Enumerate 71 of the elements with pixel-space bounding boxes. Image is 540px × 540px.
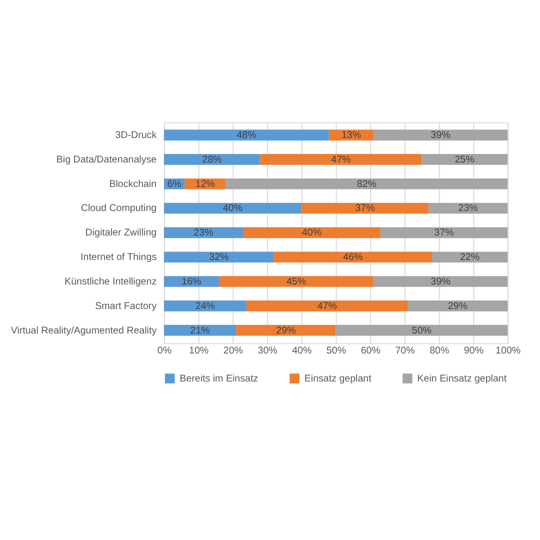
bar: [260, 154, 422, 165]
text: 46%: [343, 252, 363, 264]
y-tick-label: Digitaler Zwilling: [85, 228, 157, 239]
text: 29%: [276, 325, 296, 336]
text: 47%: [331, 154, 351, 166]
x-tick-label: 70%: [395, 345, 416, 356]
text: 23%: [458, 203, 478, 214]
bar: [422, 154, 508, 165]
bar: [243, 227, 380, 238]
text: 29%: [448, 300, 468, 312]
x-tick-label: 40%: [292, 345, 312, 356]
x-tick-label: 100%: [496, 345, 521, 356]
x-tick-label: 90%: [464, 345, 484, 356]
legend-label: Kein Einsatz geplant: [417, 373, 507, 384]
text: 47%: [317, 300, 337, 312]
y-tick-label: Blockchain: [109, 178, 157, 190]
x-tick-label: 20%: [223, 345, 244, 356]
bar: [164, 154, 260, 165]
bar: [218, 276, 374, 287]
text: 40%: [222, 203, 242, 214]
bar: [274, 252, 432, 262]
text: 40%: [302, 228, 322, 239]
bar: [164, 300, 246, 312]
x-tick-label: 30%: [258, 345, 278, 356]
bar: [226, 178, 508, 190]
x-tick-label: 0%: [157, 345, 172, 356]
text: 32%: [209, 252, 229, 264]
bar: [408, 300, 508, 312]
bar: [246, 300, 408, 312]
text: 82%: [356, 178, 377, 190]
y-tick-label: Cloud Computing: [80, 203, 157, 214]
x-tick-label: 10%: [189, 345, 209, 356]
text: 6%: [167, 178, 182, 190]
bar: [380, 227, 508, 238]
bar: [336, 324, 508, 336]
text: 25%: [454, 154, 474, 166]
text: 45%: [286, 276, 306, 288]
legend-label: Bereits im Einsatz: [180, 373, 258, 384]
y-tick-label: Künstliche Intelligenz: [64, 276, 157, 288]
y-tick-label: 3D-Druck: [115, 130, 157, 141]
y-tick-label: Big Data/Datenanalyse: [56, 154, 158, 166]
text: 39%: [430, 130, 450, 141]
bar: [164, 202, 302, 214]
text: 37%: [434, 228, 454, 239]
text: 50%: [412, 325, 432, 336]
bar: [374, 276, 508, 287]
text: 21%: [190, 325, 210, 336]
text: 37%: [355, 203, 375, 214]
bar: [374, 130, 508, 140]
text: 39%: [430, 276, 450, 288]
y-tick-label: Virtual Reality/Agumented Reality: [10, 325, 157, 336]
x-tick-label: 50%: [326, 345, 346, 356]
text: 13%: [341, 130, 362, 141]
bar: [164, 252, 274, 262]
text: 24%: [195, 300, 216, 312]
text: 23%: [194, 228, 214, 239]
x-tick-label: 80%: [430, 345, 450, 356]
text: 22%: [460, 252, 480, 264]
bar: [301, 202, 429, 214]
bar: [164, 276, 219, 287]
text: 12%: [195, 178, 216, 190]
bar: [164, 130, 329, 140]
legend-label: Einsatz geplant: [304, 373, 372, 384]
y-tick-label: Internet of Things: [80, 252, 157, 264]
text: 28%: [202, 154, 222, 166]
text: 48%: [236, 130, 256, 141]
bar: [432, 252, 508, 262]
x-tick-label: 60%: [360, 345, 381, 356]
y-tick-label: Smart Factory: [95, 300, 157, 312]
bar: [236, 324, 336, 336]
text: 16%: [182, 276, 202, 288]
